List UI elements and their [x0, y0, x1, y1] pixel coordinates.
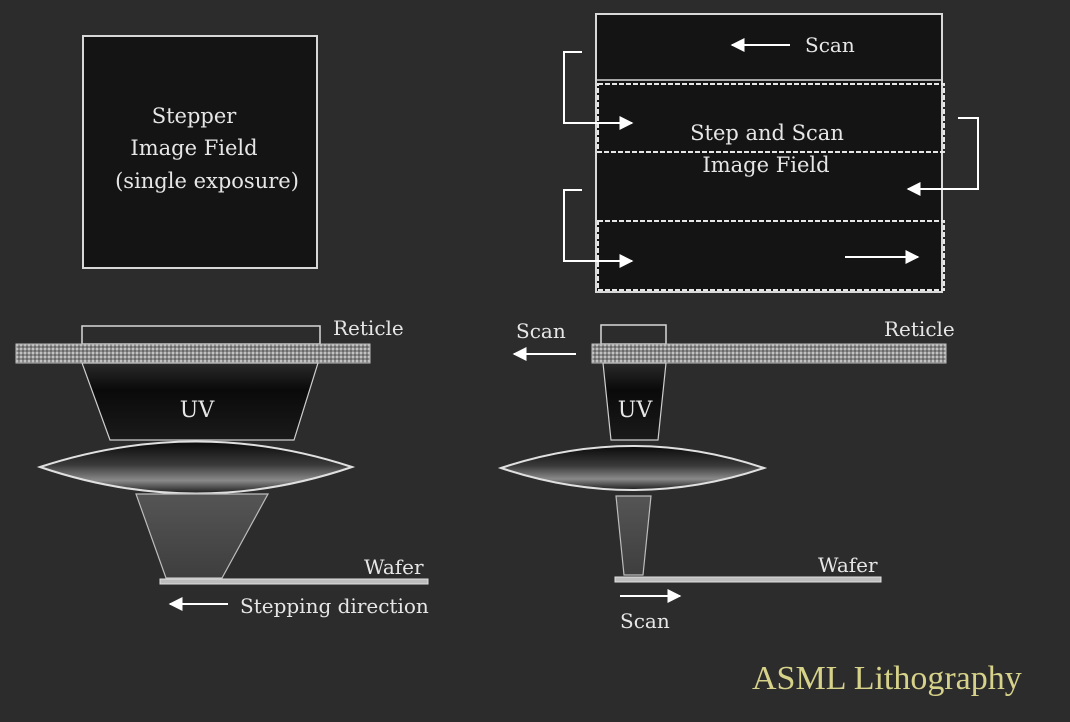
scanner-reticle-label: Reticle [884, 317, 955, 341]
scanner-field-label-1: Step and Scan [690, 121, 844, 145]
stepper-image-field: Stepper Image Field (single exposure) [82, 35, 318, 269]
asml-brand-label: ASML Lithography [752, 660, 1022, 697]
scanner-image-field: Scan Step and Scan Image Field [563, 13, 979, 293]
stepping-direction-label: Stepping direction [240, 594, 429, 618]
scanner-projected-beam [615, 495, 652, 576]
scan-strip-next [597, 220, 945, 291]
stepper-field-label-3: (single exposure) [115, 169, 299, 193]
scanner-reticle [591, 343, 947, 364]
stepper-optics: Reticle UV Wafer Stepping direction [15, 316, 429, 618]
scanner-reticle-slit [600, 324, 667, 345]
stepper-lens [36, 440, 356, 495]
stepper-reticle [15, 343, 371, 364]
scan-reticle-label: Scan [516, 319, 566, 343]
stepper-wafer [159, 578, 429, 585]
stepper-projected-beam [135, 493, 270, 579]
stepper-uv-label: UV [180, 398, 216, 423]
scanner-lens [497, 445, 768, 491]
stepper-uv-beam [81, 362, 319, 441]
scanner-field-label-2: Image Field [702, 153, 829, 177]
scanner-optics: Reticle Scan UV Wafer Scan [497, 317, 955, 633]
scanner-uv-label: UV [618, 398, 654, 423]
stepper-reticle-label: Reticle [333, 316, 404, 340]
step-connector-2 [906, 117, 979, 196]
scan-top-label: Scan [805, 33, 855, 57]
scan-wafer-label: Scan [620, 609, 670, 633]
stepper-reticle-pattern [81, 325, 321, 345]
scanner-wafer-label: Wafer [818, 553, 878, 577]
scanner-wafer [614, 576, 882, 583]
stepper-wafer-label: Wafer [364, 555, 424, 579]
scan-strip-active [597, 83, 945, 153]
scanner-uv-beam [602, 362, 667, 441]
step-connector-3 [563, 189, 634, 268]
step-connector-1 [563, 51, 634, 130]
stepper-field-label-2: Image Field [130, 136, 257, 160]
stepper-field-label-1: Stepper [152, 104, 238, 128]
